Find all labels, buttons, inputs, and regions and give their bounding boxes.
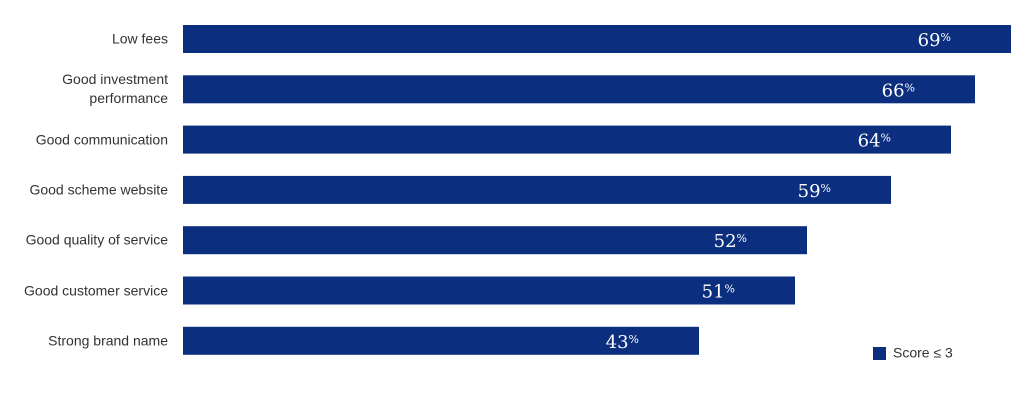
bar	[183, 175, 891, 204]
bar	[183, 326, 699, 355]
value-label: 69%	[918, 30, 951, 51]
value-label: 66%	[882, 80, 915, 101]
category-label: Good quality of service	[25, 231, 168, 248]
value-label: 43%	[606, 332, 639, 353]
category-label: Low fees	[111, 30, 168, 47]
category-label: Good investment performance	[62, 71, 168, 107]
bar	[183, 25, 1011, 53]
legend-label: Score ≤ 3	[893, 345, 953, 361]
legend-swatch	[873, 347, 886, 360]
value-label: 59%	[798, 181, 831, 202]
bar	[183, 75, 975, 104]
category-label: Good customer service	[24, 282, 168, 298]
value-label: 64%	[858, 131, 891, 152]
bar	[183, 226, 807, 255]
value-label: 51%	[702, 282, 735, 303]
bar	[183, 276, 795, 305]
category-label: Strong brand name	[48, 332, 168, 349]
category-label: Good communication	[35, 131, 168, 148]
category-label: Good scheme website	[29, 181, 168, 198]
bar	[183, 125, 951, 154]
value-label: 52%	[714, 231, 747, 252]
